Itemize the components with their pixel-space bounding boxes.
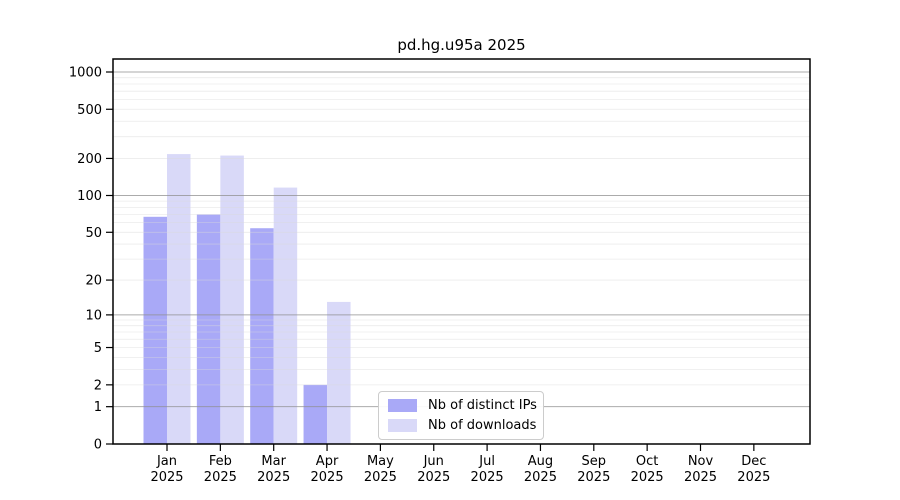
x-tick-label-year: 2025 [471, 470, 504, 485]
bar-downloads-apr [327, 301, 351, 444]
legend-label-distinct-ips: Nb of distinct IPs [428, 398, 537, 413]
legend-label-downloads: Nb of downloads [428, 418, 537, 433]
bar-distinct-ips-feb [196, 214, 221, 444]
bar-downloads-feb [220, 155, 244, 444]
x-tick-label-year: 2025 [631, 470, 664, 485]
y-tick-label: 5 [94, 341, 102, 356]
chart-title: pd.hg.u95a 2025 [397, 36, 526, 54]
x-tick-label-year: 2025 [364, 470, 397, 485]
x-tick-label-month: Sep [582, 454, 607, 469]
x-tick-label-year: 2025 [737, 470, 770, 485]
x-tick-label-year: 2025 [204, 470, 237, 485]
bar-distinct-ips-jan [143, 216, 167, 444]
x-tick-label-month: Jun [423, 454, 444, 469]
y-tick-label: 20 [85, 274, 102, 289]
x-tick-label-month: Nov [688, 454, 714, 469]
legend-swatch-downloads [388, 419, 417, 432]
x-tick-label-year: 2025 [577, 470, 610, 485]
y-tick-label: 0 [94, 438, 102, 453]
x-tick-label-month: Aug [528, 454, 553, 469]
y-tick-label: 500 [77, 103, 102, 118]
y-tick-label: 1000 [69, 66, 102, 81]
bar-downloads-mar [273, 187, 298, 444]
legend-item-distinct-ips: Nb of distinct IPs [388, 398, 537, 413]
x-tick-label-month: Jan [156, 454, 177, 469]
bar-distinct-ips-apr [303, 384, 328, 444]
legend-swatch-distinct-ips [388, 399, 417, 412]
x-tick-label-month: Oct [636, 454, 658, 469]
plot-border [112, 58, 811, 445]
x-tick-label-month: May [367, 454, 394, 469]
y-tick-label: 10 [85, 308, 102, 323]
x-tick-label-year: 2025 [257, 470, 290, 485]
x-tick-label-month: Jul [478, 454, 495, 469]
legend-item-downloads: Nb of downloads [388, 418, 537, 433]
x-tick-label-year: 2025 [150, 470, 183, 485]
bar-distinct-ips-mar [250, 228, 274, 444]
y-tick-label: 100 [77, 189, 102, 204]
y-tick-label: 200 [77, 152, 102, 167]
y-tick-label: 1 [94, 400, 102, 415]
x-tick-label-month: Feb [209, 454, 232, 469]
x-tick-label-month: Apr [316, 454, 339, 469]
x-tick-label-year: 2025 [684, 470, 717, 485]
legend: Nb of distinct IPs Nb of downloads [378, 391, 544, 440]
x-tick-label-year: 2025 [524, 470, 557, 485]
bar-downloads-jan [167, 154, 191, 444]
x-tick-label-month: Mar [261, 454, 286, 469]
y-tick-label: 50 [85, 226, 102, 241]
x-tick-label-year: 2025 [311, 470, 344, 485]
x-tick-label-year: 2025 [417, 470, 450, 485]
y-tick-label: 2 [94, 378, 102, 393]
x-tick-label-month: Dec [741, 454, 766, 469]
